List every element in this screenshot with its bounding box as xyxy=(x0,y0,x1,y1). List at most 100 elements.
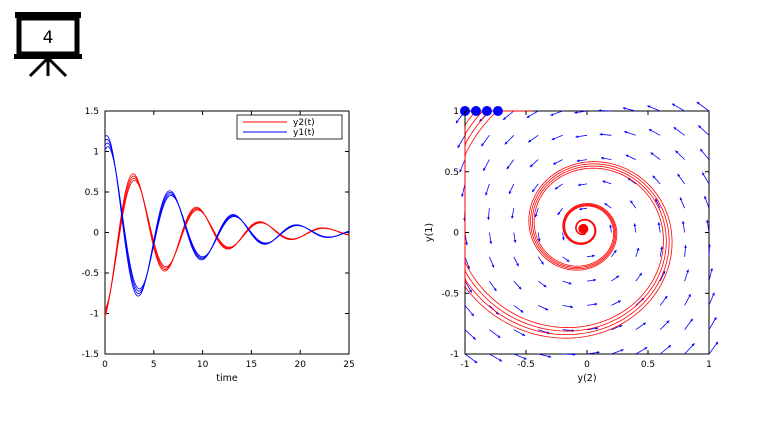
vector-arrowhead xyxy=(513,239,517,243)
vector-arrowhead xyxy=(609,224,612,228)
vector-arrowhead xyxy=(647,105,651,108)
x-tick-label: 5 xyxy=(151,360,157,370)
x-tick-label: -0.5 xyxy=(517,360,535,370)
start-point-marker xyxy=(470,106,481,116)
vector-arrowhead xyxy=(679,197,683,201)
x-tick-label: 0 xyxy=(102,360,108,370)
x-tick-label: -1 xyxy=(461,360,470,370)
vector-arrowhead xyxy=(686,269,689,273)
vector-arrowhead xyxy=(681,221,685,224)
vector-arrowhead xyxy=(455,120,459,124)
vector-arrowhead xyxy=(491,264,495,268)
vector-arrowhead xyxy=(459,169,462,173)
vector-arrowhead xyxy=(526,115,530,118)
vector-arrowhead xyxy=(639,272,642,276)
series-line-y1t xyxy=(104,138,350,295)
vector-arrowhead xyxy=(572,353,576,356)
vector-arrowhead xyxy=(471,313,474,317)
time-series-chart: 0 5 10 15 20 25 1.5 1 0.5 0 -0.5 -1 -1.5 time y2(t)y1(… xyxy=(81,107,354,384)
vector-arrowhead xyxy=(566,259,570,262)
vector-arrowhead xyxy=(698,125,702,129)
vector-arrowhead xyxy=(715,341,719,345)
vector-arrowhead xyxy=(483,167,486,171)
x-tick-label: 0.5 xyxy=(641,360,655,370)
vector-arrowhead xyxy=(529,164,533,168)
y-tick-label: -1 xyxy=(90,310,99,320)
slide-number-badge: 4 xyxy=(14,12,82,78)
vector-arrowhead xyxy=(548,355,552,358)
series-line-y2t xyxy=(104,175,350,315)
vector-arrowhead xyxy=(516,263,519,267)
vector-arrowhead xyxy=(499,358,502,362)
vector-arrowhead xyxy=(593,278,597,282)
vector-arrowhead xyxy=(467,266,470,269)
vector-arrowhead xyxy=(712,292,715,296)
vector-arrowhead xyxy=(677,173,681,177)
vector-arrowhead xyxy=(684,245,687,248)
vector-arrowhead xyxy=(487,217,490,220)
vector-arrowhead xyxy=(616,275,620,279)
vector-arrowhead xyxy=(710,268,713,271)
vector-arrowhead xyxy=(596,351,600,354)
vector-arrowhead xyxy=(625,154,629,158)
vector-arrowhead xyxy=(657,222,661,226)
y-tick-label: 1 xyxy=(93,148,99,158)
vector-arrowhead xyxy=(520,309,524,313)
vector-arrowhead xyxy=(595,326,599,330)
vector-arrowhead xyxy=(602,180,606,184)
vector-arrowhead xyxy=(688,294,691,298)
vector-arrowhead xyxy=(570,305,574,309)
vector-arrowhead xyxy=(660,246,663,250)
vector-arrowhead xyxy=(481,143,484,147)
series-line-y1t xyxy=(104,135,350,297)
vector-arrowhead xyxy=(664,295,668,299)
vector-arrowhead xyxy=(700,148,703,152)
vector-arrowhead xyxy=(619,324,623,328)
vector-arrowhead xyxy=(613,250,617,253)
y-axis-label: y(1) xyxy=(424,223,435,242)
x-axis-label: time xyxy=(216,373,238,384)
series-line-y2t xyxy=(104,173,350,317)
vector-arrowhead xyxy=(562,237,565,241)
vector-arrowhead xyxy=(576,159,580,163)
vector-arrowhead xyxy=(472,336,476,340)
vector-arrowhead xyxy=(553,161,557,165)
vector-arrowhead xyxy=(489,241,493,244)
y-tick-label: -0.5 xyxy=(81,269,99,279)
vector-arrowhead xyxy=(652,175,656,179)
presentation-easel-icon xyxy=(14,12,82,78)
vector-arrowhead xyxy=(506,166,510,170)
vector-arrowhead xyxy=(568,281,572,285)
vector-arrowhead xyxy=(541,261,544,265)
vector-arrowhead xyxy=(666,320,670,324)
vector-arrowhead xyxy=(532,189,535,193)
vector-arrowhead xyxy=(522,333,526,336)
vector-arrowhead xyxy=(485,192,488,196)
vector-arrowhead xyxy=(708,243,711,247)
vector-arrowhead xyxy=(534,214,538,218)
vector-arrowhead xyxy=(528,139,532,143)
y-tick-label: -0.5 xyxy=(441,289,459,299)
vector-arrowhead xyxy=(704,196,707,199)
vector-arrowhead xyxy=(575,135,579,139)
vector-arrowhead xyxy=(577,183,581,187)
vector-arrowhead xyxy=(644,347,648,350)
vector-arrowhead xyxy=(465,242,468,246)
vector-arrowhead xyxy=(497,335,501,338)
trajectory-line xyxy=(464,110,673,339)
vector-arrowhead xyxy=(706,219,709,223)
x-tick-label: 0 xyxy=(584,360,590,370)
y-tick-label: 0.5 xyxy=(85,188,99,198)
start-point-marker xyxy=(481,106,492,116)
x-axis-label: y(2) xyxy=(577,373,596,384)
vector-arrowhead xyxy=(551,137,555,141)
vector-arrowhead xyxy=(594,302,598,306)
vector-arrowhead xyxy=(557,212,561,215)
vector-arrowhead xyxy=(469,289,472,293)
vector-arrowhead xyxy=(592,254,595,258)
x-tick-label: 15 xyxy=(246,360,257,370)
vector-arrowhead xyxy=(474,360,478,363)
vector-arrowhead xyxy=(636,247,640,251)
vector-arrowhead xyxy=(633,223,637,227)
